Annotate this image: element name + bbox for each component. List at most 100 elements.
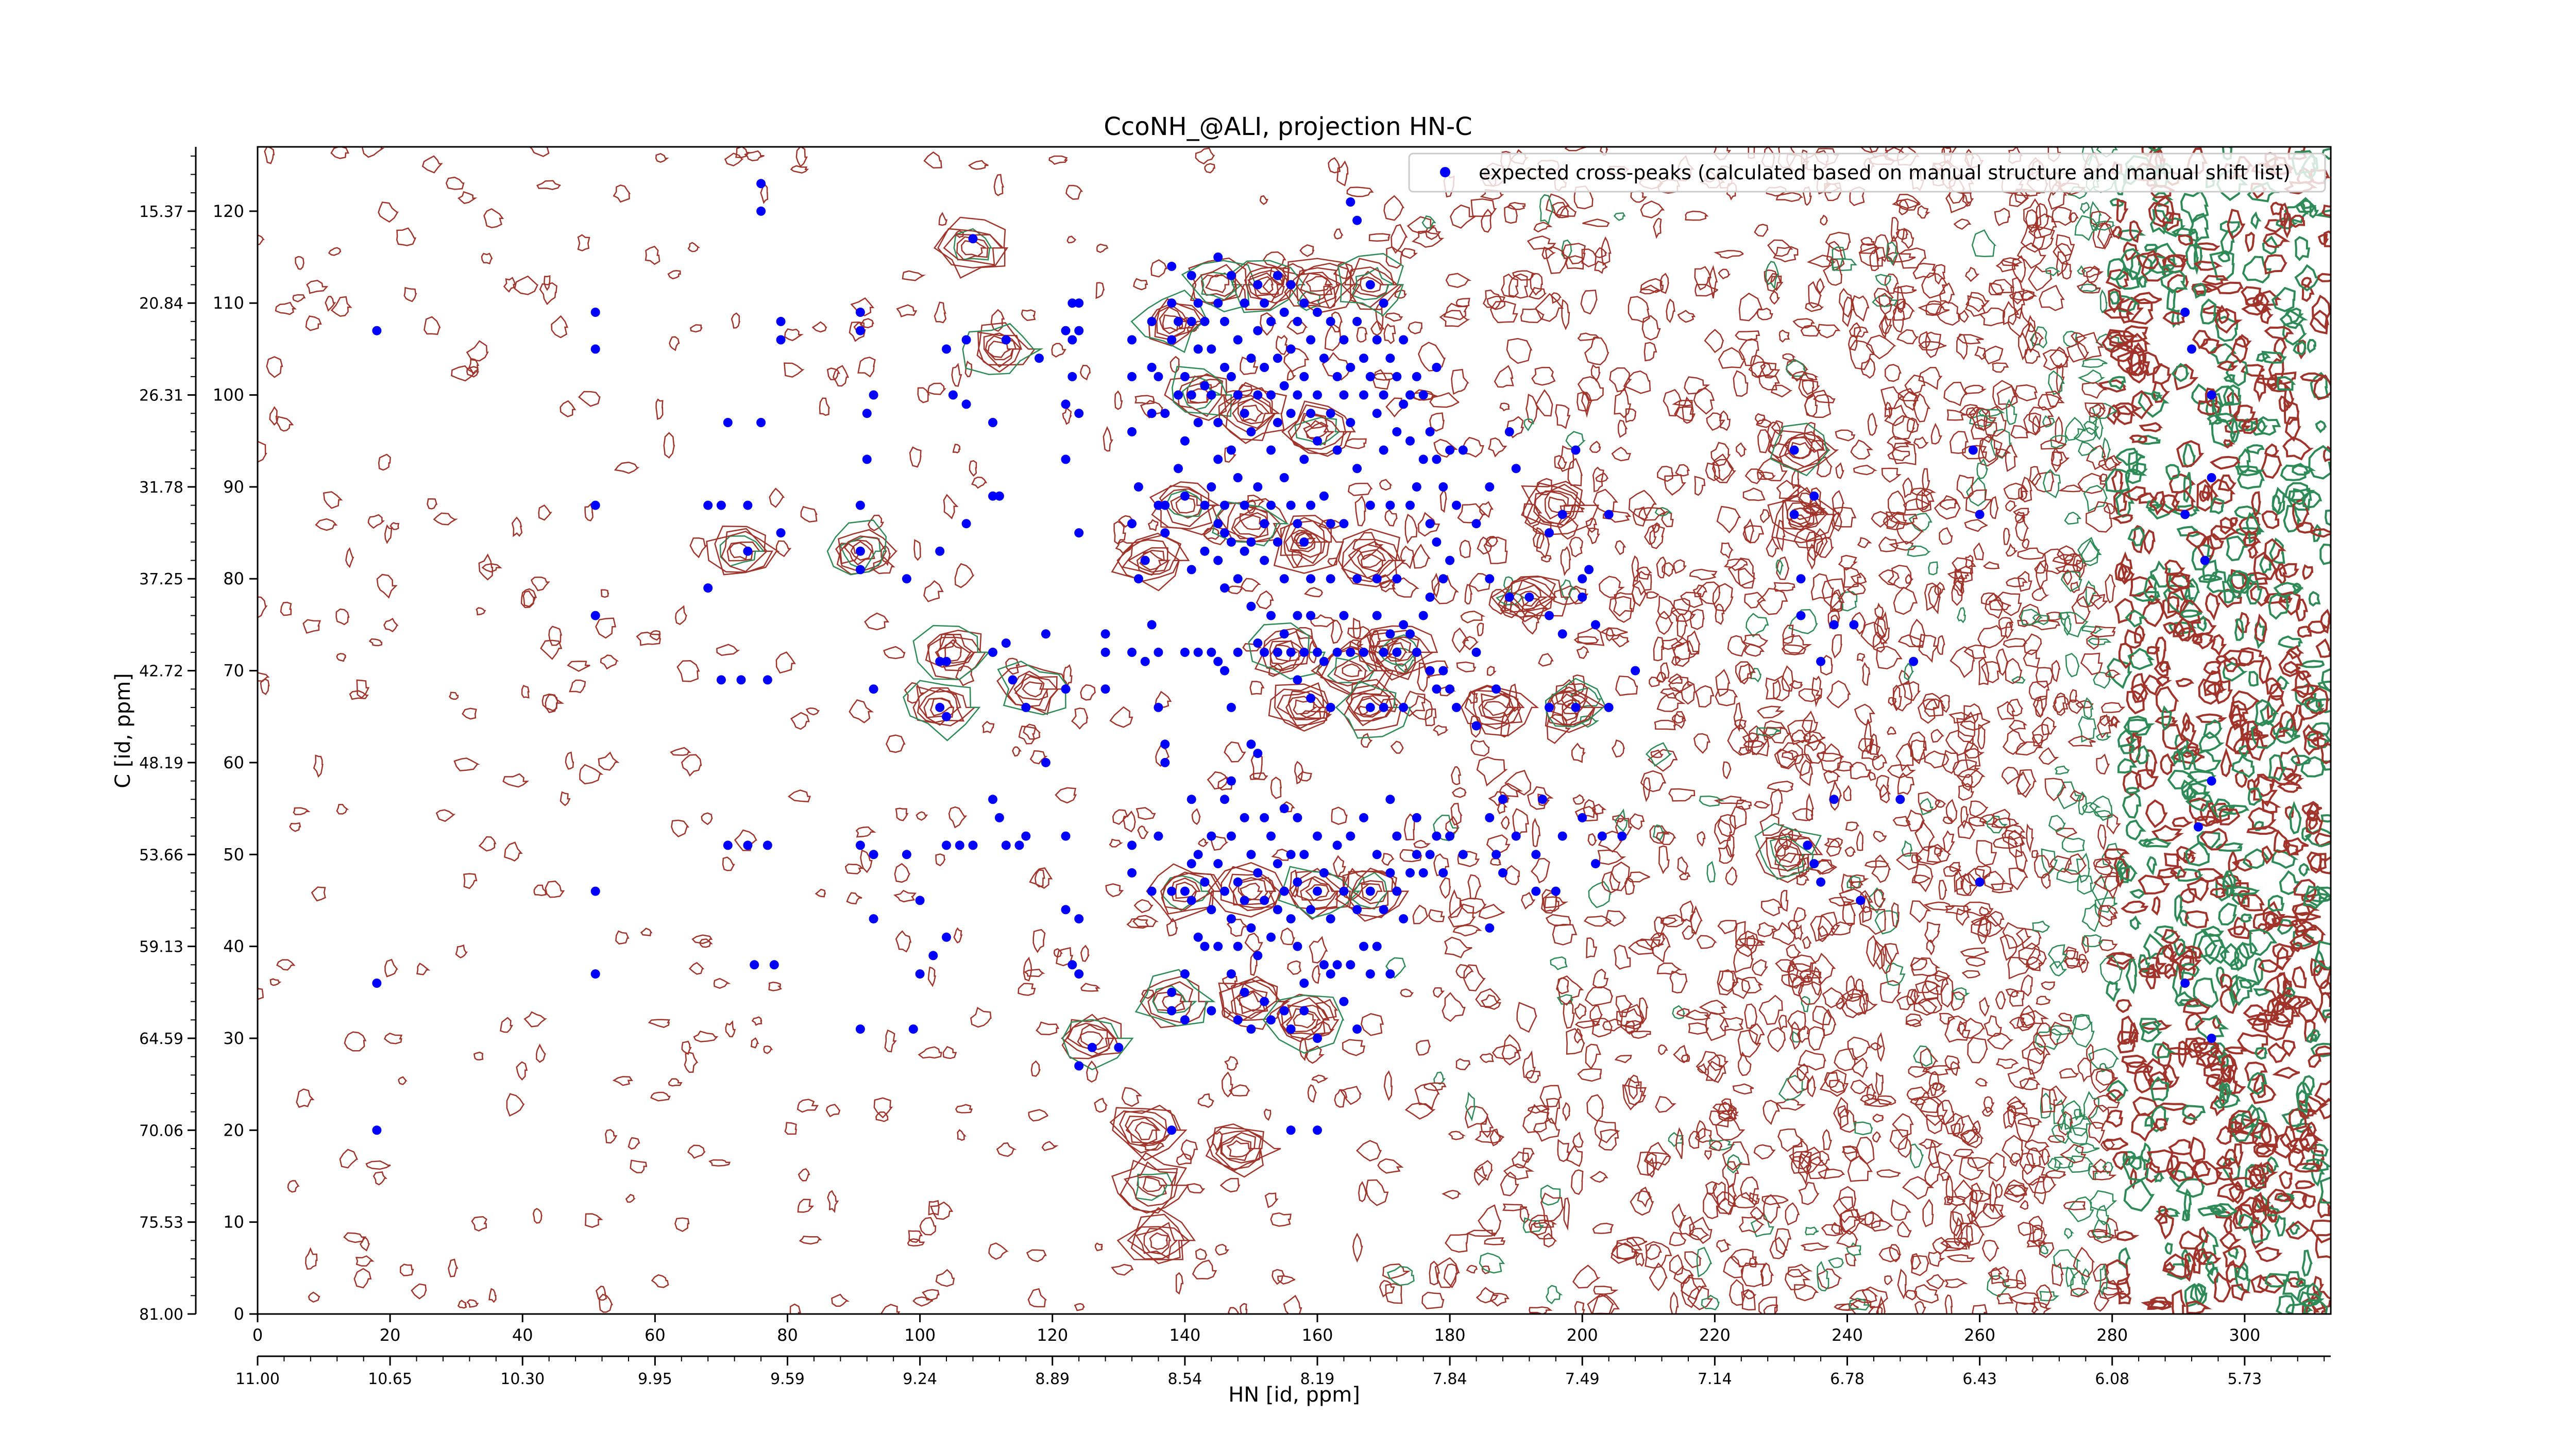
contour-line [2209,250,2235,281]
contour-line [2315,1233,2331,1259]
x-index-tick-label: 200 [1567,1325,1598,1345]
contour-line [2069,689,2077,703]
peak-marker [1207,482,1216,492]
contour-line [2171,363,2190,382]
contour-line [2002,922,2032,949]
contour-line [1857,537,1872,548]
contour-line [2320,814,2331,823]
contour-line [902,270,926,281]
contour-line [2321,668,2331,694]
contour-line [2160,494,2180,514]
x-ppm-tick-label: 8.54 [1167,1370,1202,1388]
contour-line [1297,771,1312,782]
peak-marker [1207,831,1216,841]
contour-line [2005,621,2014,639]
peak-marker [1213,859,1223,869]
contour-line [1268,682,1332,729]
contour-line [2129,576,2154,597]
contour-line [1470,198,1497,217]
contour-line [2157,867,2180,879]
contour-line [1859,987,1868,1015]
contour-line [1750,1206,1765,1220]
contour-line [1884,405,1908,427]
contour-line [1961,873,1974,896]
peak-marker [590,500,600,510]
contour-line [1573,636,1599,644]
contour-line [1715,688,1738,706]
peak-marker [1246,1024,1256,1034]
contour-line [1489,1293,1510,1307]
contour-line [2214,308,2243,334]
peak-marker [961,335,971,345]
contour-line [1421,1291,1445,1309]
contour-line [1197,1093,1214,1108]
contour-line [1944,1055,1960,1070]
contour-line [403,287,417,302]
contour-line [1286,369,1296,381]
contour-line [1727,635,1748,657]
contour-line [1500,1171,1519,1197]
contour-line [2194,1283,2208,1305]
contour-line [2051,446,2063,473]
contour-line [2306,1282,2323,1305]
contour-line [1499,402,1510,412]
contour-line [598,751,620,771]
contour-line [376,574,398,599]
contour-line [416,963,431,975]
peak-marker [1372,611,1382,620]
contour-line [2223,439,2235,449]
contour-line [1935,301,1960,326]
contour-line [649,630,661,641]
contour-line [1756,308,1773,321]
contour-line [2179,599,2204,624]
contour-line [1614,808,1628,832]
contour-line [1649,1262,1668,1291]
contour-line [1773,246,1799,263]
peak-marker [1035,353,1044,363]
contour-line [690,324,703,333]
contour-line [339,1149,359,1169]
peak-marker [1167,1006,1177,1016]
contour-line [2303,1019,2318,1043]
contour-line [1533,1117,1561,1142]
y-index-tick-label: 110 [213,293,244,313]
contour-line [1119,1110,1177,1154]
peak-marker [1200,500,1210,510]
contour-line [1555,404,1571,429]
contour-line [1802,379,1820,395]
peak-marker [902,850,911,860]
contour-line [1934,847,1944,855]
contour-line [2026,948,2047,970]
contour-line [2020,1004,2036,1029]
contour-line [258,234,265,245]
contour-line [2157,1210,2174,1240]
contour-line [1218,382,1287,444]
contour-line [503,277,516,293]
contour-line [907,1238,925,1246]
y-index-tick-label: 120 [213,201,244,221]
contour-line [1605,909,1627,927]
peak-marker [1167,261,1177,271]
contour-line [969,460,977,477]
contour-line [1862,662,1871,686]
contour-line [1976,458,1988,480]
x-ppm-tick-label: 10.65 [368,1370,412,1388]
contour-line [2271,849,2299,869]
contour-line [1479,1053,1494,1064]
contour-line [1969,800,1989,818]
contour-line [2066,1127,2089,1145]
contour-line [2114,266,2140,290]
contour-line [1949,431,1969,454]
contour-line [2250,211,2262,230]
contour-line [2301,1193,2316,1209]
x-index-tick-label: 60 [645,1325,666,1345]
contour-line [1965,292,1990,312]
contour-line [2011,255,2026,283]
contour-line [1964,384,1987,394]
contour-line [2301,277,2312,288]
contour-line [1682,925,1697,940]
contour-line [2026,823,2034,853]
contour-line [378,201,399,223]
contour-line [2162,595,2180,619]
contour-line [1887,726,1896,735]
